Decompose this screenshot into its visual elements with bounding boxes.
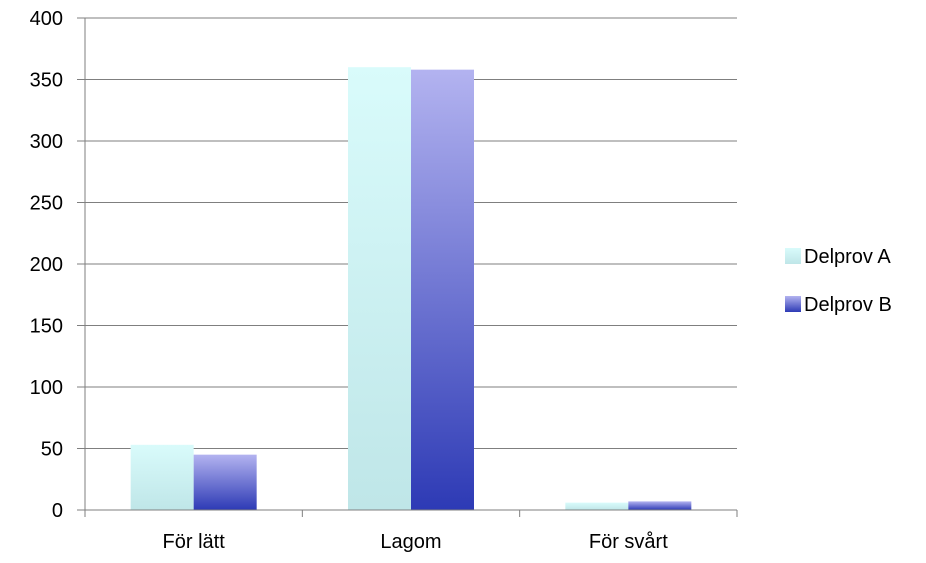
legend-label-delprov-b: Delprov B	[804, 294, 892, 316]
x-tick-label: För lätt	[163, 531, 226, 553]
bar-delprov-b	[628, 501, 692, 510]
axes	[77, 18, 738, 517]
y-tick-label: 200	[30, 254, 63, 276]
y-tick-label: 0	[52, 500, 63, 522]
x-tick-label: För svårt	[589, 531, 668, 553]
y-tick-label: 50	[41, 439, 63, 461]
bar-delprov-a	[565, 502, 629, 510]
legend-swatch-delprov-b	[785, 296, 801, 312]
legend: Delprov A Delprov B	[785, 246, 892, 316]
y-tick-label: 250	[30, 193, 63, 215]
bar-delprov-b	[193, 454, 257, 510]
y-tick-label: 150	[30, 316, 63, 338]
bar-delprov-a	[348, 67, 411, 510]
y-tick-label: 100	[30, 377, 63, 399]
y-tick-label: 400	[30, 8, 63, 30]
bars	[130, 67, 692, 510]
bar-delprov-b	[411, 69, 474, 510]
legend-swatch-delprov-a	[785, 248, 801, 264]
legend-label-delprov-a: Delprov A	[804, 246, 891, 268]
axis-labels: 0 50 100 150 200 250 300 350 400 För lätt Lagom För…	[30, 8, 669, 553]
bar-delprov-a	[130, 444, 194, 510]
y-tick-label: 350	[30, 70, 63, 92]
x-tick-label: Lagom	[380, 531, 441, 553]
y-tick-label: 300	[30, 131, 63, 153]
